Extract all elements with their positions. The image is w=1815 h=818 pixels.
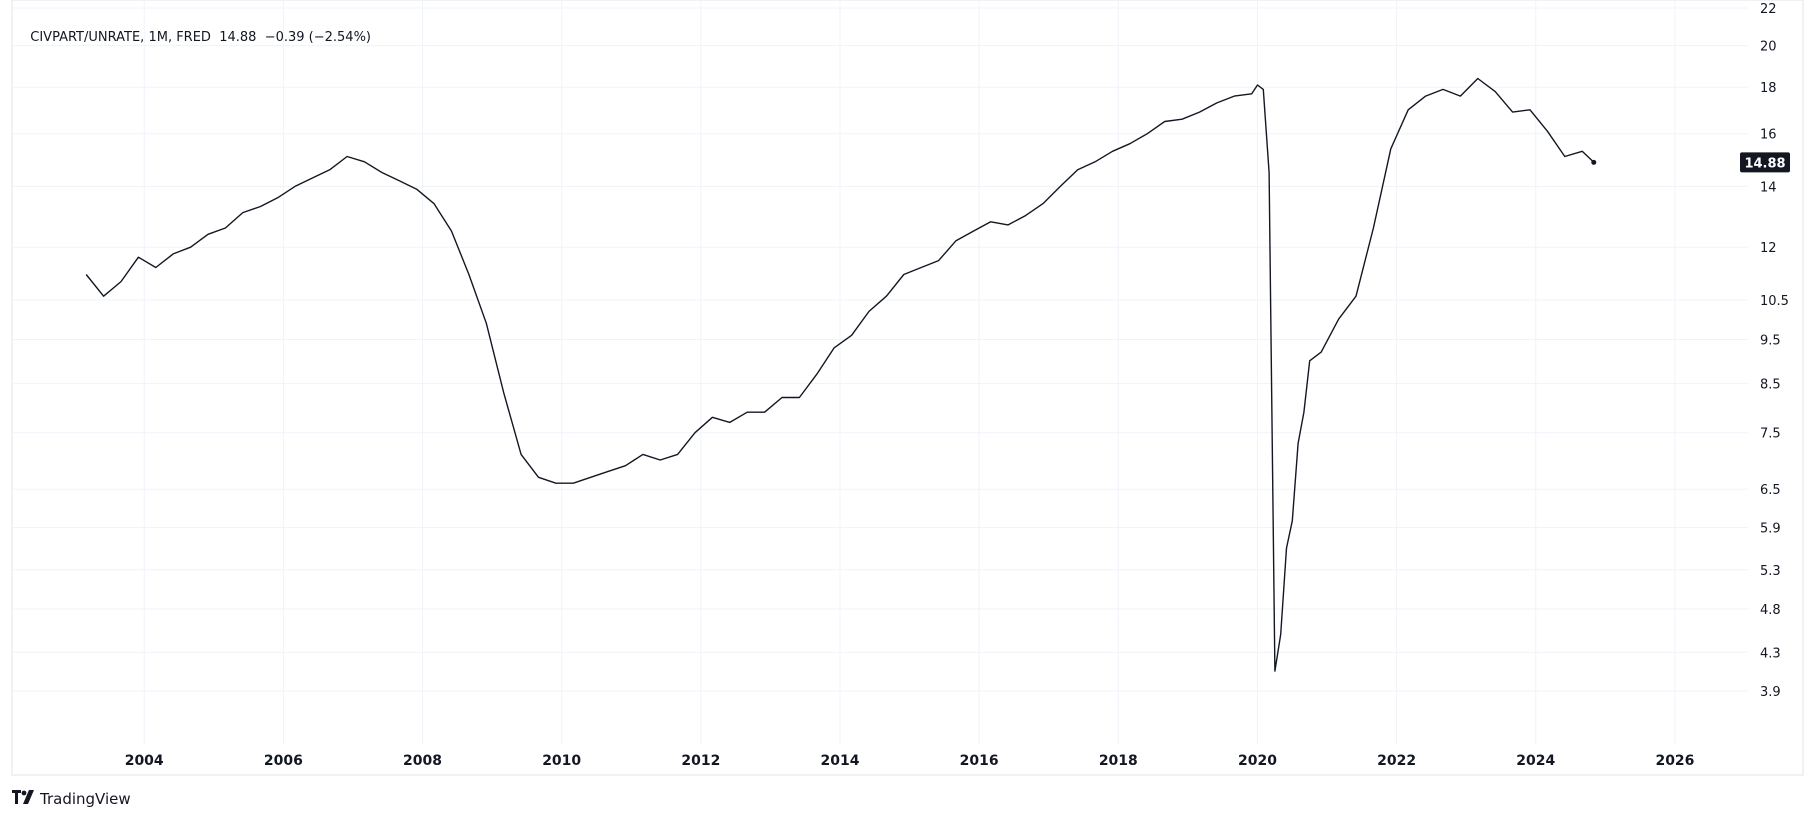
legend-gap-1	[211, 30, 219, 45]
y-tick-label: 16	[1760, 128, 1777, 143]
legend-gap-2	[256, 30, 264, 45]
legend-source: FRED	[176, 30, 211, 45]
y-tick-label: 5.3	[1760, 564, 1781, 579]
legend-symbol[interactable]: CIVPART/UNRATE	[30, 30, 141, 45]
y-tick-label: 5.9	[1760, 521, 1781, 536]
last-price-tag: 14.88	[1740, 152, 1790, 173]
x-tick-label: 2016	[960, 753, 999, 769]
x-tick-label: 2020	[1238, 753, 1277, 769]
price-tag-background	[1740, 152, 1790, 173]
y-tick-label: 6.5	[1760, 483, 1781, 498]
x-tick-label: 2004	[125, 753, 164, 769]
x-tick-label: 2010	[542, 753, 581, 769]
symbol-legend[interactable]: CIVPART/UNRATE, 1M, FRED 14.88 −0.39 (−2…	[22, 15, 371, 45]
series-path	[85, 77, 1595, 672]
y-tick-label: 8.5	[1760, 377, 1781, 392]
y-tick-label: 4.3	[1760, 646, 1781, 661]
time-axis[interactable]: 2004 2006 2008 2010 2012 2014 2016 2018 2020 2022…	[125, 753, 1695, 769]
legend-change: −0.39	[264, 30, 305, 45]
y-tick-label: 14	[1760, 180, 1777, 195]
y-tick-label: 9.5	[1760, 333, 1781, 348]
y-tick-label: 3.9	[1760, 685, 1781, 700]
y-tick-label: 7.5	[1760, 427, 1781, 442]
x-tick-label: 2024	[1516, 753, 1555, 769]
plot-border	[11, 0, 1804, 776]
series-line	[85, 77, 1597, 672]
legend-last-value: 14.88	[219, 30, 257, 45]
y-tick-label: 10.5	[1760, 294, 1789, 309]
y-tick-label: 12	[1760, 241, 1777, 256]
x-tick-label: 2006	[264, 753, 303, 769]
legend-change-pct: (−2.54%)	[308, 30, 372, 45]
grid-lines	[12, 0, 1748, 745]
brand-name: TradingView	[40, 790, 131, 808]
x-tick-label: 2012	[681, 753, 720, 769]
y-tick-label: 4.8	[1760, 603, 1781, 618]
price-axis[interactable]: 3.9 4.3 4.8 5.3 5.9 6.5 7.5 8.5 9.5 10.5 12 14 16 18 2…	[1760, 2, 1789, 700]
legend-sep-1: ,	[140, 30, 149, 45]
y-tick-label: 22	[1760, 2, 1777, 17]
x-tick-label: 2014	[821, 753, 860, 769]
x-tick-label: 2008	[403, 753, 442, 769]
last-point-marker	[1591, 159, 1597, 165]
y-tick-label: 20	[1760, 40, 1777, 55]
x-tick-label: 2022	[1377, 753, 1416, 769]
price-tag-label: 14.88	[1744, 156, 1785, 171]
y-tick-label: 18	[1760, 81, 1777, 96]
tradingview-logo-icon	[12, 790, 36, 808]
legend-interval: 1M	[148, 30, 168, 45]
legend-sep-2: ,	[167, 30, 177, 45]
tradingview-brand[interactable]: TradingView	[12, 790, 131, 808]
x-tick-label: 2018	[1099, 753, 1138, 769]
x-tick-label: 2026	[1655, 753, 1694, 769]
